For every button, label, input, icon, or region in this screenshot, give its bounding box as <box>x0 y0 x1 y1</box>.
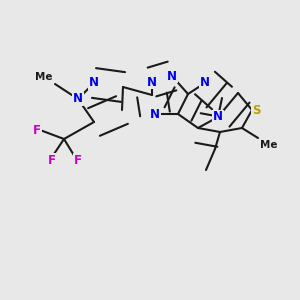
Text: N: N <box>167 70 177 83</box>
Text: F: F <box>48 154 56 166</box>
Text: F: F <box>33 124 41 136</box>
Text: N: N <box>73 92 83 106</box>
Text: F: F <box>74 154 82 166</box>
Text: Me: Me <box>260 140 278 150</box>
Text: N: N <box>150 107 160 121</box>
Text: N: N <box>200 76 210 89</box>
Text: Me: Me <box>35 72 53 82</box>
Text: N: N <box>89 76 99 89</box>
Text: N: N <box>213 110 223 124</box>
Text: S: S <box>252 103 260 116</box>
Text: N: N <box>147 76 157 88</box>
